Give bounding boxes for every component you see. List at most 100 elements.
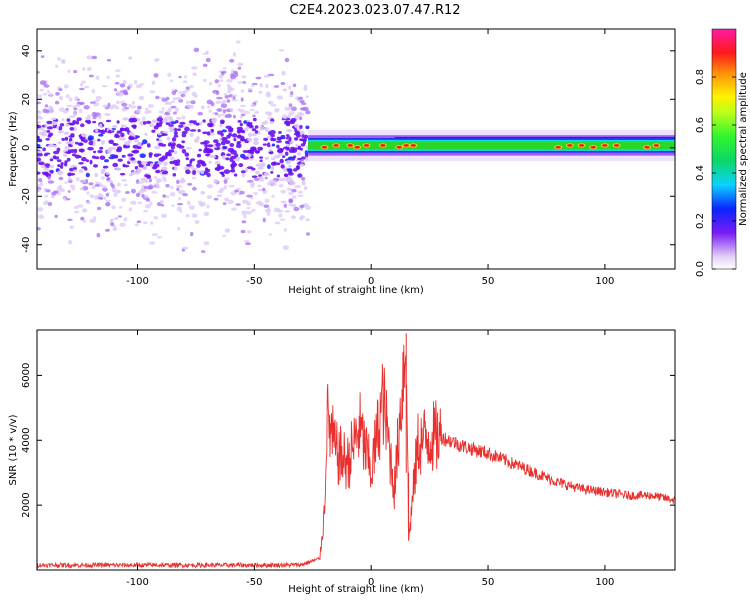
noise-speck — [209, 123, 213, 128]
noise-speck — [191, 167, 198, 171]
noise-speck — [257, 130, 261, 135]
noise-speck — [237, 81, 244, 84]
noise-speck — [191, 213, 198, 218]
noise-speck — [153, 216, 159, 220]
noise-speck — [288, 94, 294, 98]
noise-speck — [81, 80, 86, 84]
noise-speck — [245, 210, 253, 215]
noise-speck — [63, 131, 70, 135]
noise-speck — [215, 142, 221, 147]
noise-speck — [276, 144, 280, 149]
noise-speck — [202, 131, 208, 135]
noise-speck — [270, 137, 274, 142]
noise-speck — [75, 177, 80, 182]
noise-speck — [69, 225, 74, 229]
ridge-hotspot — [567, 144, 573, 147]
noise-speck — [49, 165, 55, 169]
noise-speck — [178, 124, 184, 128]
noise-speck — [136, 168, 142, 174]
noise-speck — [283, 146, 287, 150]
noise-speck — [141, 161, 146, 166]
noise-speck — [257, 146, 263, 151]
noise-speck — [263, 74, 270, 78]
noise-speck — [72, 112, 77, 117]
noise-speck — [233, 70, 238, 74]
noise-speck — [287, 113, 291, 119]
noise-speck — [69, 184, 76, 188]
noise-speck — [160, 204, 165, 207]
noise-speck — [304, 150, 309, 155]
noise-speck — [261, 121, 267, 125]
noise-speck — [92, 120, 97, 124]
noise-speck — [55, 91, 60, 96]
noise-speck — [301, 176, 306, 181]
noise-speck — [266, 91, 271, 96]
noise-speck — [116, 100, 120, 105]
noise-speck — [224, 140, 231, 145]
noise-speck — [232, 52, 237, 57]
noise-speck — [198, 148, 202, 152]
noise-speck — [253, 177, 260, 181]
noise-speck — [299, 125, 303, 129]
noise-speck — [222, 202, 227, 206]
noise-speck — [170, 145, 175, 150]
noise-speck — [169, 160, 175, 165]
noise-speck — [278, 148, 284, 152]
noise-speck — [188, 205, 195, 210]
noise-speck — [145, 120, 152, 124]
noise-speck — [120, 124, 127, 128]
noise-speck — [88, 140, 94, 146]
noise-speck — [206, 204, 210, 209]
noise-speck — [178, 75, 182, 79]
noise-speck — [228, 184, 235, 188]
noise-speck — [203, 140, 210, 144]
noise-speck — [241, 75, 247, 79]
noise-speck — [208, 109, 212, 114]
noise-speck — [247, 123, 252, 127]
noise-speck — [274, 221, 281, 225]
noise-speck — [68, 97, 73, 102]
noise-speck — [149, 201, 153, 206]
noise-speck — [267, 181, 272, 186]
noise-speck — [151, 190, 158, 194]
noise-speck — [195, 122, 200, 126]
noise-speck — [245, 242, 251, 246]
noise-speck — [110, 218, 115, 222]
noise-speck — [108, 139, 114, 144]
noise-speck — [176, 206, 182, 212]
noise-speck — [61, 137, 66, 141]
noise-speck — [290, 118, 297, 122]
y-tick-label: -40 — [21, 237, 32, 253]
noise-speck — [101, 140, 105, 145]
noise-speck — [284, 210, 290, 213]
noise-speck — [282, 114, 288, 120]
noise-speck — [276, 136, 281, 141]
noise-speck — [172, 97, 178, 101]
noise-speck — [77, 204, 84, 208]
noise-speck — [64, 181, 68, 184]
noise-speck — [285, 147, 290, 151]
noise-speck — [254, 150, 260, 154]
noise-speck — [58, 176, 64, 181]
noise-speck — [205, 149, 213, 154]
noise-speck — [134, 139, 139, 143]
noise-speck — [37, 109, 41, 113]
noise-speck — [302, 138, 306, 142]
noise-speck — [38, 178, 43, 182]
noise-speck — [288, 137, 292, 142]
noise-speck — [259, 125, 265, 131]
noise-speck — [42, 172, 47, 176]
noise-speck — [217, 113, 222, 118]
noise-speck — [285, 178, 292, 182]
noise-speck — [258, 90, 263, 94]
noise-speck — [294, 114, 301, 118]
noise-speck — [189, 129, 196, 132]
noise-speck — [222, 145, 227, 150]
noise-speck — [97, 138, 101, 142]
noise-speck — [135, 109, 141, 114]
noise-speck — [154, 183, 160, 187]
noise-speck — [278, 49, 285, 52]
noise-speck — [291, 195, 297, 199]
noise-speck — [226, 99, 231, 103]
noise-speck — [299, 113, 305, 116]
